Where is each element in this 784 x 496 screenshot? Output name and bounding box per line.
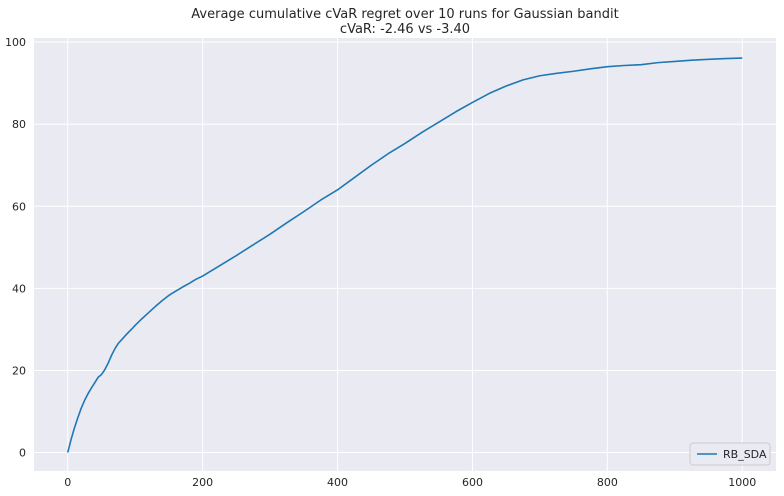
chart-title: Average cumulative cVaR regret over 10 r… — [191, 7, 618, 22]
x-tick-label: 800 — [597, 476, 618, 489]
x-tick-label: 0 — [64, 476, 71, 489]
tick-labels: 0 200 400 600 800 1000 0 20 40 60 80 100 — [5, 36, 756, 489]
y-tick-label: 0 — [19, 447, 26, 460]
y-tick-label: 20 — [12, 364, 26, 377]
series-line — [66, 57, 743, 453]
chart-subtitle: cVaR: -2.46 vs -3.40 — [340, 22, 470, 37]
x-tick-label: 200 — [192, 476, 213, 489]
series-layer — [66, 57, 743, 453]
legend-box — [689, 442, 771, 466]
x-tick-label: 400 — [327, 476, 348, 489]
y-tick-label: 40 — [12, 282, 26, 295]
y-tick-label: 60 — [12, 200, 26, 213]
plot-area — [34, 38, 776, 471]
legend-label: RB_SDA — [723, 448, 767, 461]
x-tick-label: 1000 — [728, 476, 756, 489]
x-tick-label: 600 — [462, 476, 483, 489]
y-tick-label: 80 — [12, 118, 26, 131]
y-tick-label: 100 — [5, 36, 26, 49]
grid — [34, 38, 776, 471]
legend: RB_SDA — [689, 442, 771, 466]
